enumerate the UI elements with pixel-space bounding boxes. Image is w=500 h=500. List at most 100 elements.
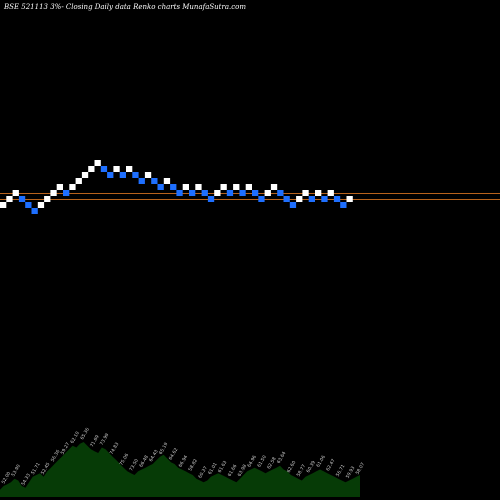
volume-label: 52.45 — [40, 462, 52, 476]
volume-label: 61.01 — [207, 462, 219, 476]
renko-brick-up — [126, 166, 133, 172]
renko-brick-down — [189, 190, 196, 196]
renko-brick-down — [25, 202, 32, 208]
renko-brick-up — [315, 190, 322, 196]
volume-label: 64.96 — [246, 454, 258, 468]
volume-label: 62.10 — [69, 430, 81, 444]
renko-brick-down — [201, 190, 208, 196]
renko-brick-up — [346, 196, 353, 202]
volume-label: 65.36 — [79, 427, 91, 441]
renko-brick-up — [94, 160, 101, 166]
renko-brick-down — [138, 178, 145, 184]
volume-label: 56.71 — [335, 463, 347, 477]
volume-label: 65.19 — [158, 441, 170, 455]
renko-brick-up — [220, 184, 227, 190]
renko-brick-down — [107, 172, 114, 178]
volume-label: 64.43 — [148, 449, 160, 463]
renko-brick-down — [157, 184, 164, 190]
renko-bricks — [0, 160, 353, 214]
volume-label: 64.62 — [168, 447, 180, 461]
renko-brick-down — [308, 196, 315, 202]
renko-brick-up — [245, 184, 252, 190]
renko-brick-up — [75, 178, 82, 184]
volume-label: 58.77 — [296, 463, 308, 477]
renko-brick-up — [0, 202, 7, 208]
renko-brick-up — [182, 184, 189, 190]
renko-brick-down — [252, 190, 259, 196]
renko-brick-up — [56, 184, 63, 190]
renko-brick-up — [195, 184, 202, 190]
volume-label: 61.63 — [217, 460, 229, 474]
renko-brick-down — [283, 196, 290, 202]
renko-brick-up — [6, 196, 13, 202]
renko-brick-down — [63, 190, 70, 196]
volume-label: 63.64 — [276, 451, 288, 465]
renko-brick-down — [119, 172, 126, 178]
volume-label: 71.69 — [89, 434, 101, 448]
reference-lines — [0, 193, 500, 200]
renko-brick-down — [151, 178, 158, 184]
renko-brick-down — [226, 190, 234, 196]
volume-label: 54.33 — [20, 473, 32, 487]
volume-label: 59.27 — [60, 441, 72, 455]
volume-label: 51.71 — [30, 462, 42, 476]
volume-label: 66.94 — [178, 454, 190, 468]
renko-brick-up — [37, 202, 45, 208]
volume-label: 63.98 — [237, 463, 249, 477]
renko-brick-up — [44, 196, 51, 202]
volume-label: 66.48 — [138, 454, 150, 468]
volume-label: 58.07 — [355, 462, 367, 476]
volume-fill — [0, 442, 360, 497]
renko-brick-up — [81, 172, 89, 178]
renko-brick-down — [333, 196, 341, 202]
volume-area — [0, 442, 360, 497]
renko-brick-up — [233, 184, 240, 190]
renko-brick-down — [31, 208, 38, 214]
renko-brick-up — [296, 196, 303, 202]
renko-brick-down — [176, 190, 183, 196]
volume-label: 62.58 — [266, 456, 278, 470]
volume-label: 61.50 — [256, 454, 268, 468]
volume-label: 73.99 — [99, 432, 111, 446]
volume-label: 58.82 — [187, 458, 199, 472]
renko-brick-down — [258, 196, 265, 202]
renko-brick-up — [144, 172, 152, 178]
renko-brick-down — [170, 184, 177, 190]
renko-brick-up — [214, 190, 221, 196]
renko-brick-up — [88, 166, 95, 172]
renko-brick-up — [270, 184, 278, 190]
volume-label: 53.90 — [10, 463, 22, 477]
renko-brick-up — [113, 166, 120, 172]
renko-brick-up — [163, 178, 171, 184]
renko-brick-up — [69, 184, 76, 190]
chart-title: BSE 521113 3%- Closing Daily data Renko … — [4, 3, 247, 11]
volume-label: 60.37 — [197, 465, 209, 479]
volume-label: 56.36 — [50, 449, 62, 463]
renko-brick-up — [264, 190, 271, 196]
renko-brick-down — [289, 202, 297, 208]
renko-brick-down — [321, 196, 328, 202]
renko-brick-up — [12, 190, 19, 196]
renko-brick-up — [327, 190, 334, 196]
renko-brick-down — [239, 190, 246, 196]
volume-label: 74.83 — [109, 441, 121, 455]
volume-label: 59.93 — [345, 465, 357, 479]
volume-label: 62.47 — [325, 458, 337, 472]
volume-label: 62.60 — [286, 460, 298, 474]
volume-label: 73.50 — [128, 458, 140, 472]
renko-brick-down — [132, 172, 139, 178]
renko-brick-down — [277, 190, 284, 196]
volume-label: 61.66 — [227, 463, 239, 477]
volume-label: 61.06 — [315, 454, 327, 468]
renko-brick-down — [207, 196, 215, 202]
renko-brick-down — [340, 202, 347, 208]
renko-brick-down — [18, 196, 26, 202]
renko-brick-up — [50, 190, 57, 196]
volume-label: 52.00 — [1, 471, 13, 485]
volume-label: 75.06 — [119, 452, 131, 466]
volume-label: 60.39 — [305, 460, 317, 474]
renko-brick-up — [302, 190, 309, 196]
renko-brick-down — [100, 166, 108, 172]
